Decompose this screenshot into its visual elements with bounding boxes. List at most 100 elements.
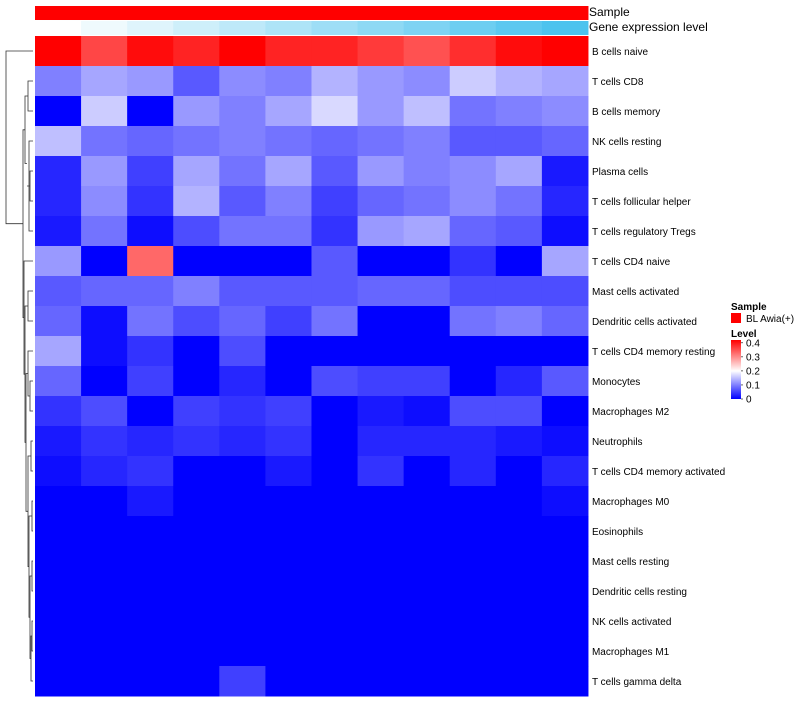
heatmap-cell	[35, 66, 82, 97]
heatmap-cell	[541, 636, 589, 667]
heatmap-cell	[403, 246, 451, 277]
heatmap-cell	[403, 36, 451, 67]
heatmap-cells	[35, 36, 589, 697]
annotation-sample-cell	[403, 6, 451, 20]
heatmap-cell	[81, 636, 128, 667]
heatmap-cell	[173, 126, 220, 157]
legend-sample-swatch	[731, 313, 741, 323]
heatmap-cell	[127, 516, 174, 547]
annotation-sample-cell	[81, 6, 128, 20]
row-label: B cells naive	[592, 47, 649, 58]
legend-sample-title: Sample	[731, 302, 767, 313]
heatmap-cell	[265, 486, 312, 517]
heatmap-cell	[541, 546, 589, 577]
annotation-tracks	[35, 6, 589, 35]
heatmap-cell	[81, 246, 128, 277]
heatmap-cell	[173, 96, 220, 127]
heatmap-cell	[127, 36, 174, 67]
heatmap-cell	[403, 96, 451, 127]
heatmap-cell	[173, 36, 220, 67]
dendrogram-branch	[29, 170, 33, 202]
heatmap-cell	[541, 216, 589, 247]
heatmap-cell	[311, 96, 359, 127]
legend-tick-label: 0	[746, 395, 752, 406]
heatmap-cell	[357, 276, 405, 307]
heatmap-cell	[35, 426, 82, 457]
heatmap-cell	[35, 156, 82, 187]
heatmap-cell	[81, 546, 128, 577]
heatmap-cell	[35, 36, 82, 67]
heatmap-cell	[219, 636, 266, 667]
legend-level-title: Level	[731, 329, 757, 340]
annotation-expression-cell	[449, 21, 497, 35]
row-label: T cells gamma delta	[592, 677, 682, 688]
legend-tick-label: 0.2	[746, 366, 760, 377]
heatmap-cell	[219, 516, 266, 547]
heatmap-cell	[449, 216, 497, 247]
annotation-track-labels: Sample Gene expression level	[589, 5, 708, 34]
heatmap-cell	[449, 336, 497, 367]
row-dendrogram	[5, 50, 33, 682]
heatmap-cell	[449, 546, 497, 577]
heatmap-cell	[173, 66, 220, 97]
heatmap-cell	[495, 186, 543, 217]
heatmap-cell	[127, 96, 174, 127]
row-label: T cells CD4 memory resting	[592, 347, 715, 358]
heatmap-cell	[219, 156, 266, 187]
heatmap-cell	[127, 366, 174, 397]
heatmap-cell	[81, 366, 128, 397]
heatmap-cell	[219, 666, 266, 697]
heatmap-cell	[35, 576, 82, 607]
heatmap-cell	[127, 66, 174, 97]
heatmap-cell	[265, 186, 312, 217]
heatmap-cell	[357, 156, 405, 187]
heatmap-cell	[81, 426, 128, 457]
heatmap-cell	[173, 666, 220, 697]
heatmap-cell	[311, 396, 359, 427]
heatmap-cell	[219, 606, 266, 637]
heatmap-cell	[219, 276, 266, 307]
heatmap-cell	[403, 126, 451, 157]
heatmap-cell	[357, 546, 405, 577]
heatmap-cell	[35, 276, 82, 307]
heatmap-cell	[81, 66, 128, 97]
heatmap-cell	[81, 126, 128, 157]
heatmap-cell	[311, 576, 359, 607]
annotation-expression-cell	[35, 21, 82, 35]
annotation-expression-cell	[541, 21, 589, 35]
heatmap-cell	[495, 96, 543, 127]
heatmap-cell	[495, 66, 543, 97]
heatmap-cell	[81, 336, 128, 367]
heatmap-cell	[541, 576, 589, 607]
heatmap-cell	[541, 246, 589, 277]
legend-level-colorbar	[731, 340, 741, 399]
heatmap-cell	[495, 456, 543, 487]
heatmap-cell	[35, 666, 82, 697]
heatmap-cell	[311, 36, 359, 67]
row-label: NK cells activated	[592, 617, 671, 628]
heatmap-cell	[127, 306, 174, 337]
heatmap-cell	[219, 96, 266, 127]
heatmap-cell	[35, 546, 82, 577]
heatmap-cell	[127, 486, 174, 517]
heatmap-cell	[495, 336, 543, 367]
row-label: Dendritic cells resting	[592, 587, 687, 598]
heatmap-cell	[449, 516, 497, 547]
heatmap-cell	[403, 336, 451, 367]
heatmap-cell	[449, 426, 497, 457]
heatmap-cell	[81, 306, 128, 337]
heatmap-cell	[541, 516, 589, 547]
heatmap-cell	[495, 636, 543, 667]
row-label: NK cells resting	[592, 137, 661, 148]
heatmap-cell	[357, 66, 405, 97]
heatmap-cell	[449, 66, 497, 97]
heatmap-cell	[403, 576, 451, 607]
heatmap-cell	[219, 246, 266, 277]
heatmap-cell	[403, 546, 451, 577]
heatmap-cell	[265, 396, 312, 427]
heatmap-cell	[403, 606, 451, 637]
heatmap-cell	[449, 666, 497, 697]
heatmap-cell	[35, 96, 82, 127]
heatmap-cell	[403, 366, 451, 397]
